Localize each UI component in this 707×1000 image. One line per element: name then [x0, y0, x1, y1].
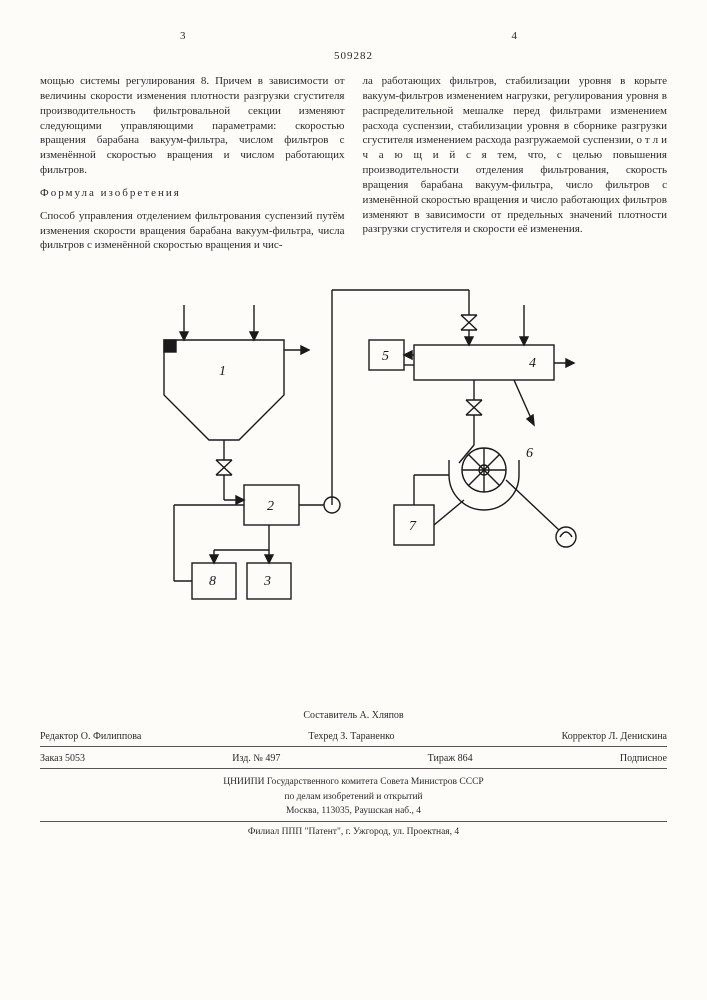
left-p1: мощью системы регулирования 8. Причем в … [40, 74, 345, 178]
footer-credits: Редактор О. Филиппова Техред З. Тараненк… [40, 729, 667, 747]
svg-text:5: 5 [382, 349, 389, 364]
footer-editor: Редактор О. Филиппова [40, 729, 141, 744]
page-number-left: 3 [180, 30, 186, 42]
left-p2: Способ управления отделением фильтровани… [40, 209, 345, 254]
svg-text:1: 1 [219, 364, 226, 379]
svg-text:7: 7 [409, 519, 417, 534]
svg-text:8: 8 [209, 574, 216, 589]
text-columns: мощью системы регулирования 8. Причем в … [40, 74, 667, 261]
footer-order: Заказ 5053 [40, 751, 85, 766]
right-p1: ла работающих фильтров, стабилизации уро… [363, 74, 668, 237]
footer-podpis: Подписное [620, 751, 667, 766]
footer-compiler: Составитель А. Хляпов [40, 708, 667, 723]
page-number-right: 4 [512, 30, 518, 42]
footer-tech: Техред З. Тараненко [308, 729, 394, 744]
footer-org2: по делам изобретений и открытий [40, 790, 667, 804]
diagram-labels: 1 2 3 4 5 6 7 8 [209, 349, 536, 589]
block-1-inlet [164, 340, 176, 352]
footer-corr: Корректор Л. Денискина [562, 729, 667, 744]
footer-org1: ЦНИИПИ Государственного комитета Совета … [40, 775, 667, 789]
footer-izd: Изд. № 497 [232, 751, 280, 766]
svg-text:4: 4 [529, 356, 536, 371]
footer-addr1: Москва, 113035, Раушская наб., 4 [40, 804, 667, 822]
footer-block: Составитель А. Хляпов Редактор О. Филипп… [40, 708, 667, 839]
process-diagram: 1 2 3 4 5 6 7 8 [114, 285, 594, 625]
patent-number: 509282 [40, 50, 667, 62]
diagram-container: 1 2 3 4 5 6 7 8 [40, 285, 667, 628]
svg-text:6: 6 [526, 446, 533, 461]
svg-text:3: 3 [263, 574, 271, 589]
footer-tirazh: Тираж 864 [428, 751, 473, 766]
svg-text:2: 2 [267, 499, 274, 514]
footer-print-info: Заказ 5053 Изд. № 497 Тираж 864 Подписно… [40, 751, 667, 769]
page-numbers-row: 3 4 [40, 30, 667, 42]
left-column: мощью системы регулирования 8. Причем в … [40, 74, 345, 261]
footer-addr2: Филиал ППП "Патент", г. Ужгород, ул. Про… [40, 825, 667, 839]
right-column: ла работающих фильтров, стабилизации уро… [363, 74, 668, 261]
block-1-hopper [164, 340, 284, 440]
formula-title: Формула изобретения [40, 186, 345, 201]
